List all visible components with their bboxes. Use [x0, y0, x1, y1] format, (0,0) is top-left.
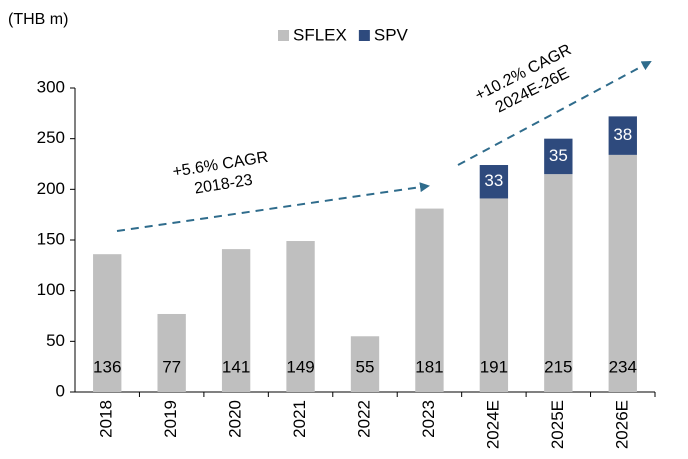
bar-segment — [479, 198, 509, 392]
y-tick-label: 100 — [37, 280, 65, 299]
annotation: +5.6% CAGR 2018-23 — [171, 149, 269, 198]
x-tick-label: 2023 — [419, 400, 438, 438]
x-tick-label: 2022 — [354, 400, 373, 438]
bar-segment — [544, 174, 573, 392]
data-label: 215 — [544, 357, 572, 376]
y-tick-label: 150 — [37, 229, 65, 248]
x-tick-label: 2019 — [161, 400, 180, 438]
x-tick-label: 2021 — [290, 400, 309, 438]
bar-segment — [415, 208, 444, 392]
data-label: 191 — [480, 357, 508, 376]
y-tick-label: 250 — [37, 128, 65, 147]
y-tick-label: 300 — [37, 77, 65, 96]
legend-label: SFLEX — [293, 25, 347, 44]
data-label: 77 — [162, 357, 181, 376]
y-tick-label: 0 — [56, 381, 65, 400]
bar-segment — [608, 116, 637, 155]
bar-segment — [544, 138, 573, 175]
data-label: 55 — [356, 357, 375, 376]
data-label: 141 — [222, 357, 250, 376]
bar-segment — [479, 165, 509, 199]
bar-segment — [221, 249, 251, 392]
x-tick-label: 2025E — [548, 400, 567, 449]
x-tick-label: 2020 — [226, 400, 245, 438]
data-label: 149 — [286, 357, 314, 376]
data-label: 181 — [415, 357, 443, 376]
bar-segment — [286, 241, 315, 392]
unit-label: (THB m) — [8, 11, 68, 28]
x-tick-label: 2026E — [612, 400, 631, 449]
y-tick-label: 50 — [46, 331, 65, 350]
data-label: 38 — [613, 125, 632, 144]
legend-swatch — [358, 30, 370, 41]
bar-segment — [350, 336, 380, 392]
data-label: 33 — [484, 171, 503, 190]
legend-swatch — [278, 30, 289, 41]
data-label: 35 — [549, 146, 568, 165]
legend-label: SPV — [374, 25, 409, 44]
y-tick-label: 200 — [37, 179, 65, 198]
cagr-arrow — [116, 182, 430, 232]
bar-segment — [157, 313, 186, 392]
data-label: 234 — [609, 357, 637, 376]
x-tick-label: 2018 — [97, 400, 116, 438]
bar-segment — [608, 154, 637, 392]
data-label: 136 — [93, 357, 121, 376]
bar-segment — [93, 254, 122, 392]
x-tick-label: 2024E — [483, 400, 502, 449]
annotation: +10.2% CAGR 2024E-26E — [473, 41, 575, 116]
